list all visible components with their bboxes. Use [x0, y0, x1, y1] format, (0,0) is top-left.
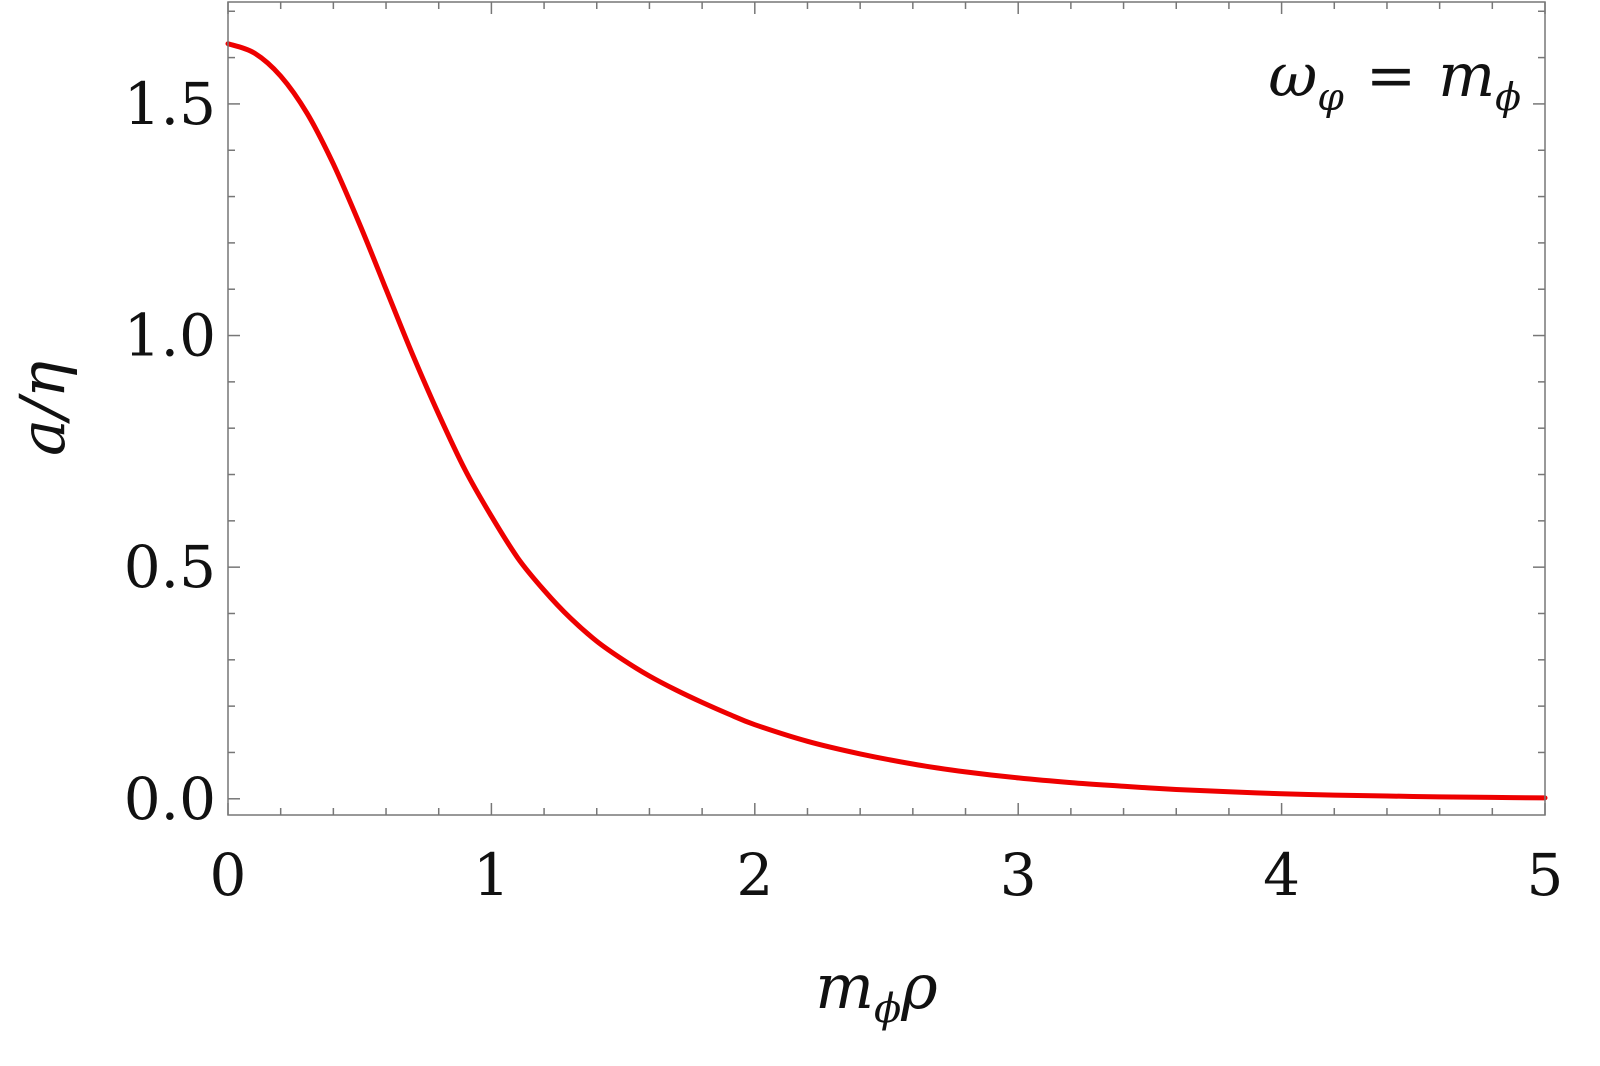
y-tick-label: 1.5 — [124, 70, 216, 138]
y-axis-label: a/η — [6, 361, 79, 456]
x-tick-label: 0 — [210, 841, 247, 909]
ticks-layer — [227, 2, 1546, 815]
x-tick-label: 1 — [473, 841, 510, 909]
x-tick-label: 2 — [736, 841, 773, 909]
annotation-operator: = — [1366, 41, 1416, 111]
annotation-text: ωφ = mϕ — [1268, 41, 1521, 119]
x-tick-label: 4 — [1263, 841, 1300, 909]
x-axis-label-base: m — [815, 950, 874, 1023]
x-axis-label: mϕρ — [815, 950, 938, 1032]
plot-frame — [227, 1, 1546, 816]
y-tick-label: 0.5 — [124, 533, 216, 601]
annotation-lhs-sub: φ — [1317, 75, 1344, 119]
annotation-rhs-sub: ϕ — [1495, 75, 1521, 119]
series-layer — [225, 41, 1548, 801]
tick-labels-layer: 0 1 2 3 4 5 0.0 0.5 1.0 1.5 — [124, 70, 1564, 909]
x-axis-label-tail: ρ — [900, 950, 937, 1023]
y-tick-label: 1.0 — [124, 302, 216, 370]
x-axis-label-sub: ϕ — [874, 986, 901, 1032]
x-tick-label: 5 — [1527, 841, 1564, 909]
annotation-lhs: ω — [1268, 41, 1317, 111]
series-line-0 — [225, 41, 1548, 801]
x-tick-label: 3 — [1000, 841, 1037, 909]
annotation-rhs: m — [1438, 41, 1495, 111]
y-tick-label: 0.0 — [124, 765, 216, 833]
